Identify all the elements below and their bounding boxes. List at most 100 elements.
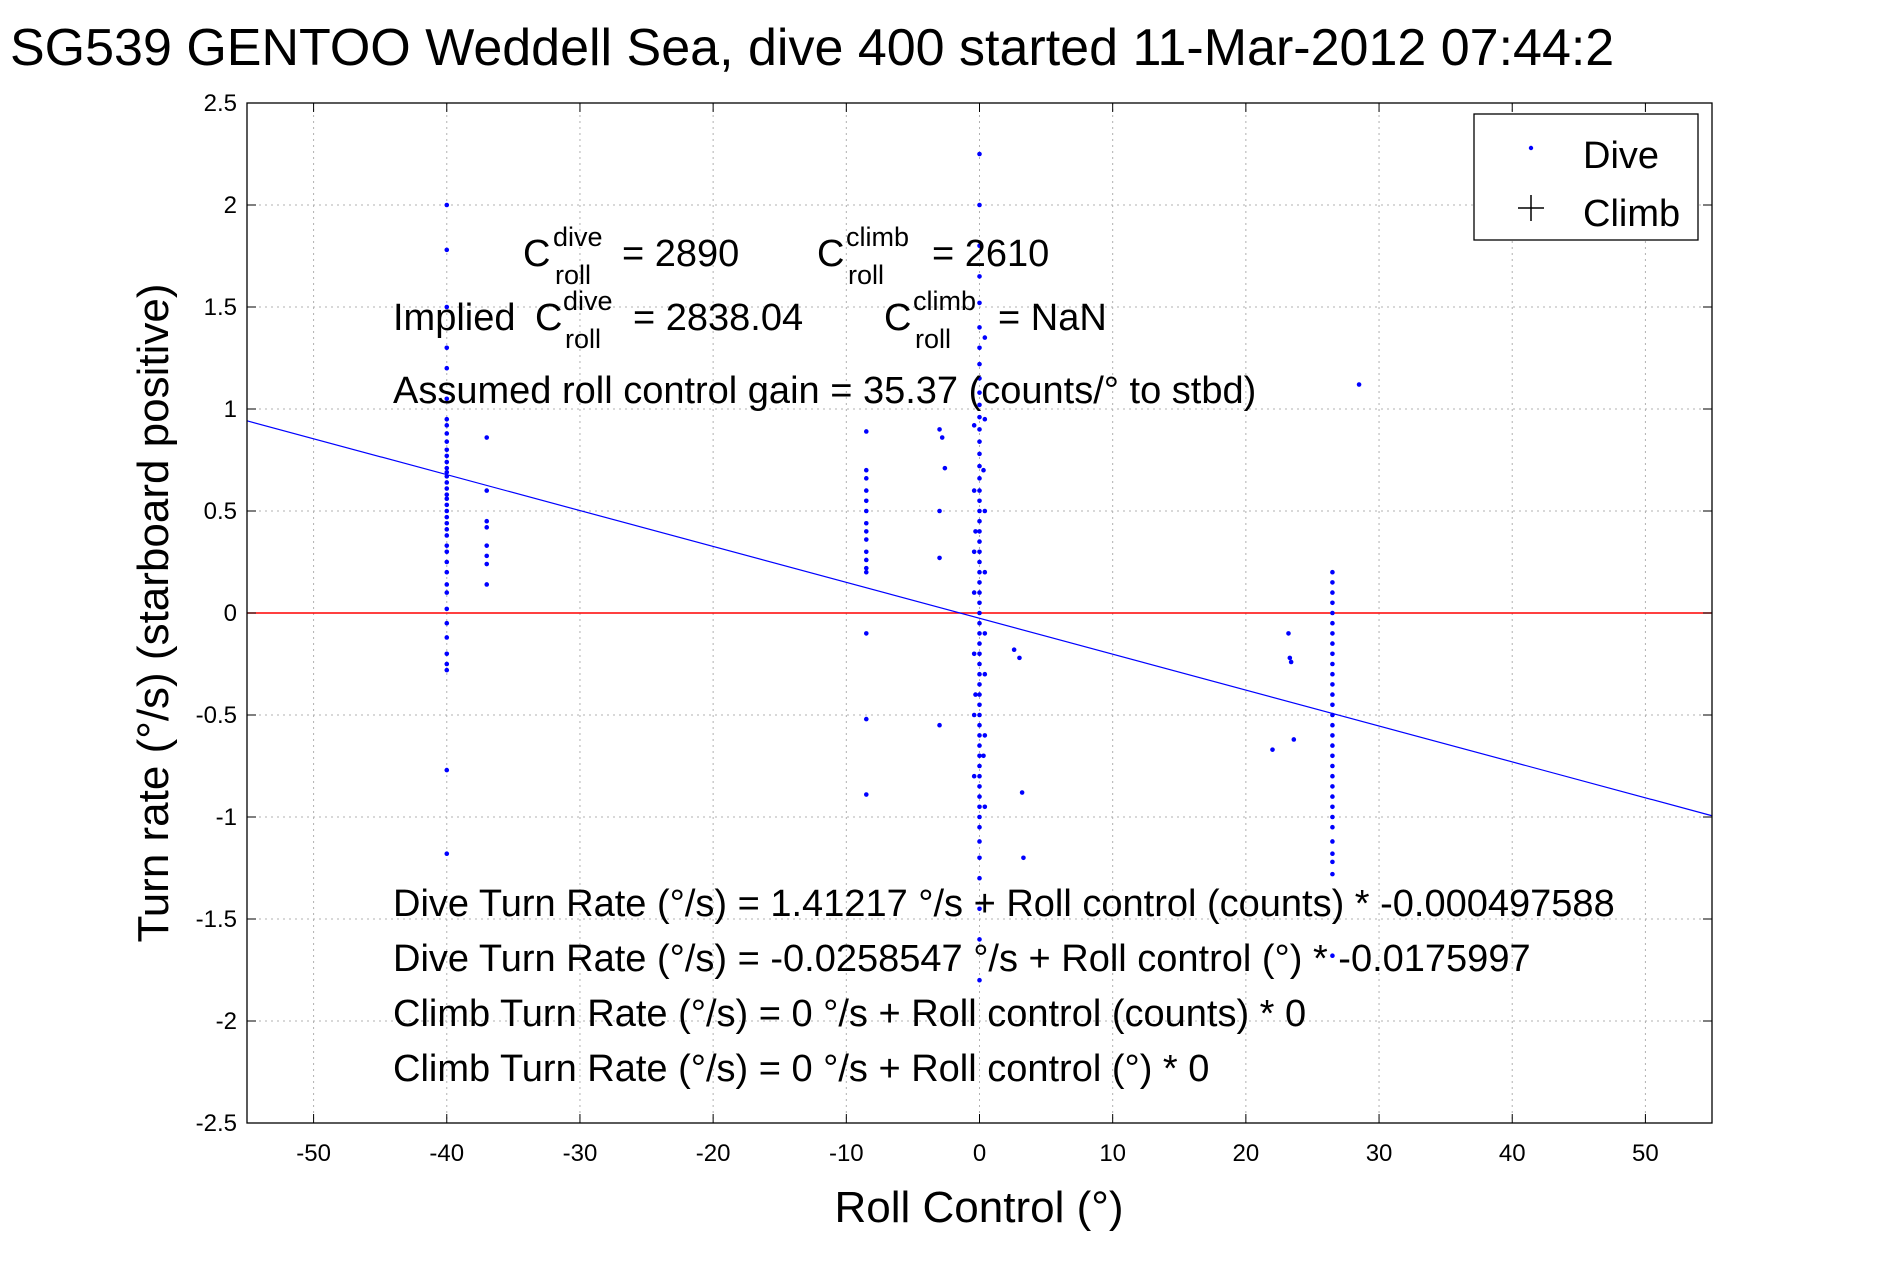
c-climb-base: C xyxy=(817,233,844,275)
svg-text:= 2610: = 2610 xyxy=(932,233,1049,275)
dive-point xyxy=(977,855,982,861)
dive-point xyxy=(977,722,982,728)
dive-point xyxy=(977,773,982,779)
svg-text:climb: climb xyxy=(846,222,909,252)
dive-point xyxy=(863,537,869,542)
dive-point xyxy=(982,804,988,810)
dive-point xyxy=(977,733,982,738)
x-axis-label: Roll Control (°) xyxy=(835,1183,1124,1232)
c-climb-sub: roll xyxy=(848,260,884,290)
c-climb-value: = 2610 xyxy=(932,233,1049,275)
implied-climb-sup: climb xyxy=(913,286,976,316)
dive-point xyxy=(863,498,869,504)
svg-text:roll: roll xyxy=(565,324,601,354)
dive-point xyxy=(444,486,450,491)
implied-dive-value: = 2838.04 xyxy=(633,297,803,339)
dive-point xyxy=(444,365,450,371)
dive-point xyxy=(1330,804,1335,810)
y-tick-label: -1 xyxy=(216,804,237,831)
dive-point xyxy=(444,667,450,673)
dive-point xyxy=(971,423,977,428)
dive-point xyxy=(977,518,982,524)
dive-point xyxy=(937,508,942,514)
x-tick-label: 40 xyxy=(1499,1140,1526,1167)
dive-point xyxy=(977,414,982,420)
dive-point xyxy=(863,631,869,636)
dive-point xyxy=(1286,631,1291,636)
dive-point xyxy=(977,641,982,646)
x-tick-label: -20 xyxy=(696,1140,731,1167)
dive-point xyxy=(1330,733,1335,738)
c-dive-sub: roll xyxy=(555,260,591,290)
dive-point xyxy=(1291,737,1297,742)
dive-points xyxy=(444,151,1362,983)
dive-point xyxy=(1330,859,1335,865)
svg-text:climb: climb xyxy=(913,286,976,316)
dive-point xyxy=(1330,953,1335,959)
dive-point xyxy=(1330,620,1335,626)
dive-point xyxy=(1330,631,1335,636)
dive-point xyxy=(977,529,982,534)
dive-point xyxy=(981,467,986,473)
dive-point xyxy=(1330,794,1335,799)
dive-point xyxy=(977,463,982,469)
dive-point xyxy=(1330,871,1335,877)
dive-point xyxy=(977,804,982,810)
implied-prefix: Implied xyxy=(393,297,516,339)
dive-point xyxy=(977,427,982,432)
x-tick-label: -50 xyxy=(296,1140,331,1167)
svg-text:roll: roll xyxy=(848,260,884,290)
x-tick-label: -10 xyxy=(829,1140,864,1167)
dive-point xyxy=(1021,855,1026,861)
dive-point xyxy=(977,345,982,351)
dive-point xyxy=(982,416,988,422)
y-tick-label: -1.5 xyxy=(196,906,237,933)
y-tick-label: 0.5 xyxy=(204,498,237,525)
svg-text:C: C xyxy=(535,297,562,339)
dive-point xyxy=(444,767,450,773)
x-tick-label: 0 xyxy=(973,1140,986,1167)
svg-text:= 2890: = 2890 xyxy=(622,233,739,275)
dive-point xyxy=(977,243,982,249)
svg-text:Implied: Implied xyxy=(393,297,516,339)
legend-climb-marker xyxy=(1518,195,1544,221)
dive-point xyxy=(863,565,869,571)
svg-text:C: C xyxy=(523,233,550,275)
dive-point xyxy=(1330,600,1335,606)
dive-point xyxy=(1330,580,1335,585)
dive-point xyxy=(444,304,450,310)
dive-point xyxy=(863,549,869,555)
dive-point xyxy=(444,635,450,640)
dive-point xyxy=(939,435,945,440)
dive-point xyxy=(444,202,450,208)
x-tick-label: 30 xyxy=(1366,1140,1393,1167)
dive-point xyxy=(942,465,948,471)
dive-point xyxy=(937,722,942,728)
dive-point xyxy=(444,527,450,532)
x-tick-label: -30 xyxy=(563,1140,598,1167)
implied-climb-sub: roll xyxy=(915,324,951,354)
dive-point xyxy=(484,525,490,530)
dive-point xyxy=(444,492,450,497)
dive-point xyxy=(977,671,982,677)
dive-point xyxy=(863,467,869,473)
legend-box xyxy=(1473,113,1699,241)
dive-point xyxy=(977,559,982,565)
svg-text:dive: dive xyxy=(563,286,613,316)
dive-point xyxy=(444,543,450,548)
dive-point xyxy=(977,937,982,942)
gain-annotation: Assumed roll control gain = 35.37 (count… xyxy=(393,370,1256,412)
dive-point xyxy=(444,590,450,595)
dive-point xyxy=(444,447,450,453)
c-roll-climb-annotation: C climb roll = 2610 xyxy=(817,222,1049,290)
dive-point xyxy=(977,610,982,616)
svg-text:= 2838.04: = 2838.04 xyxy=(633,297,803,339)
dive-point xyxy=(444,606,450,612)
dive-point xyxy=(937,555,942,561)
dive-point xyxy=(1330,814,1335,820)
dive-point xyxy=(1270,747,1275,752)
dive-point xyxy=(1330,682,1335,687)
dive-point xyxy=(444,459,450,465)
dive-point xyxy=(977,794,982,799)
dive-point xyxy=(1330,824,1335,830)
